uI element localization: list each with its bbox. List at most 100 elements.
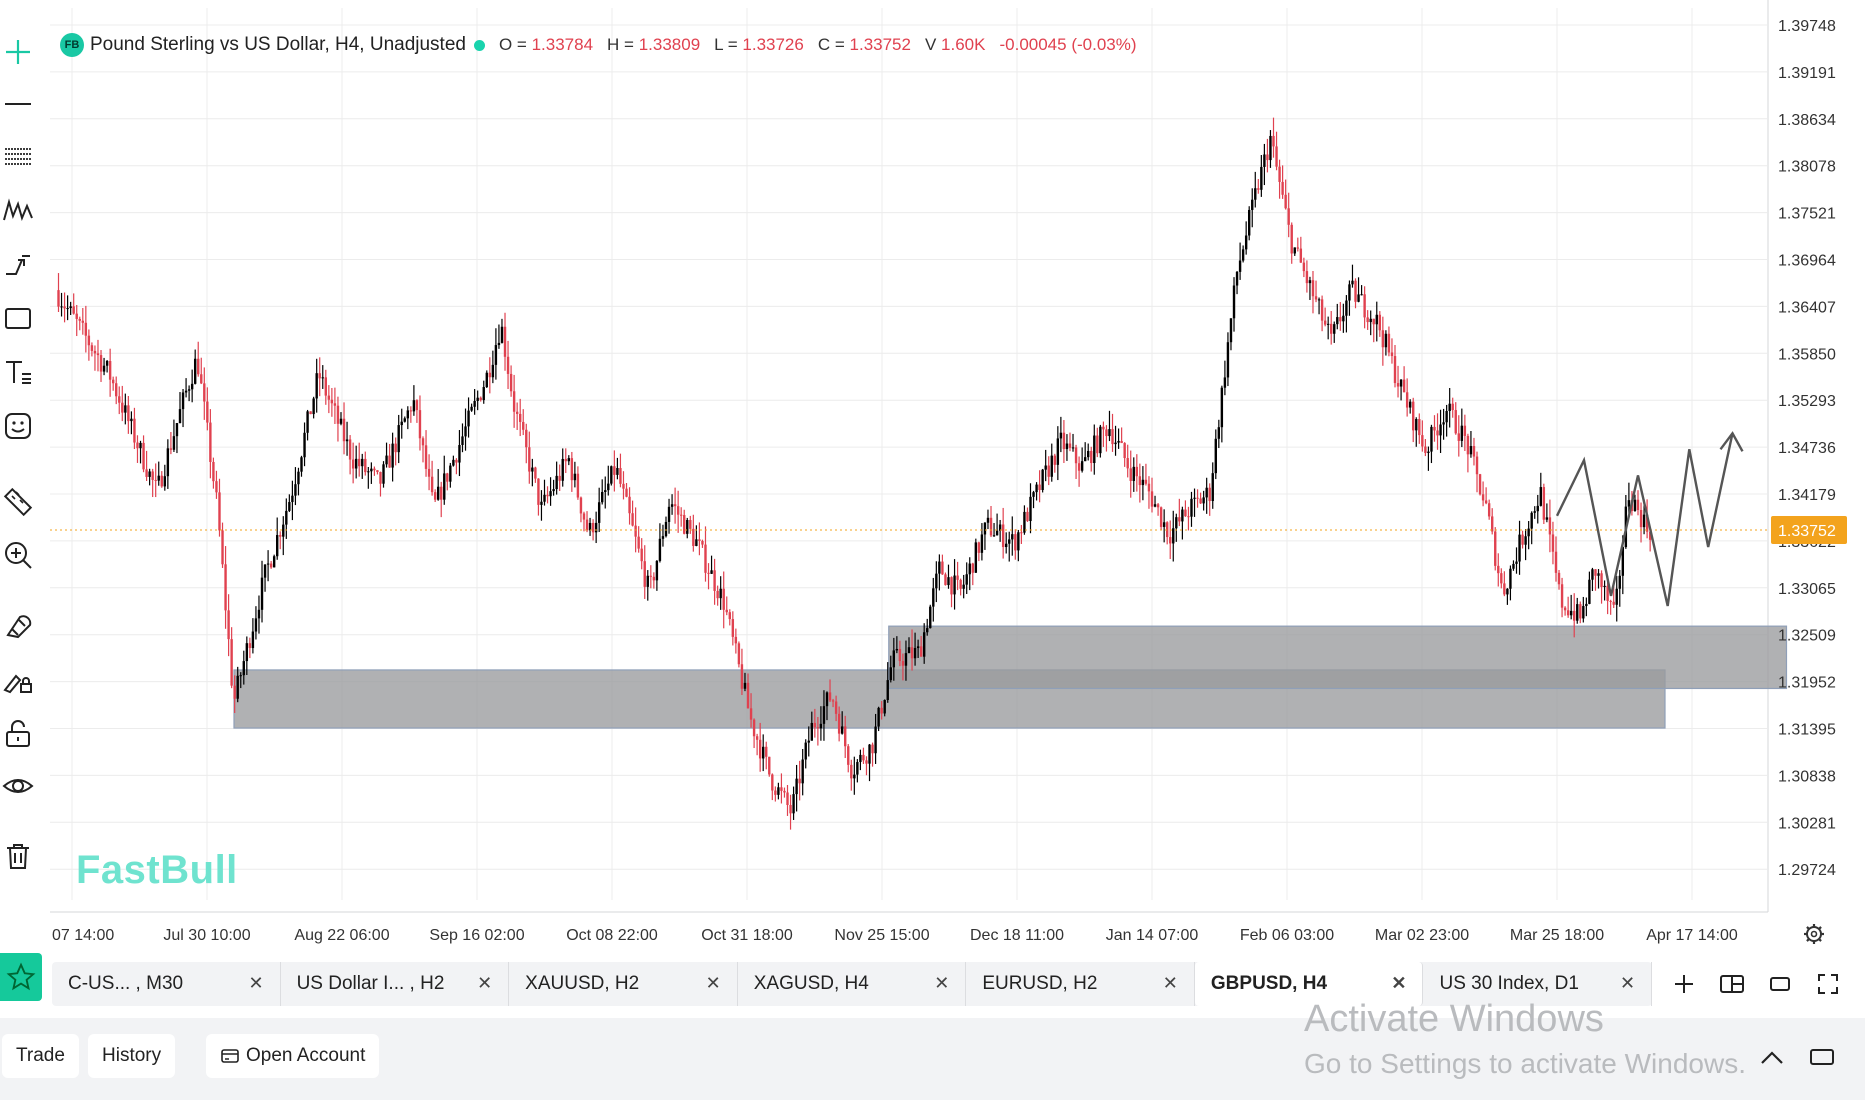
candle [519,398,522,437]
fib-lines-icon[interactable] [0,138,36,174]
trash-icon[interactable] [0,838,36,874]
tab-4[interactable]: EURUSD, H2 ✕ [966,962,1195,1006]
candle [1059,416,1063,453]
time-tick-label: Aug 22 06:00 [294,927,389,944]
price-tick-label: 1.38634 [1778,112,1836,129]
symbol-title[interactable]: Pound Sterling vs US Dollar, H4, Unadjus… [90,34,466,55]
candle [1618,569,1621,607]
chart-settings-gear-icon[interactable] [1804,924,1824,944]
candle [673,487,677,524]
pattern-icon[interactable] [0,192,36,228]
fullscreen-button[interactable] [1804,964,1852,1004]
close-icon[interactable]: ✕ [934,973,950,993]
candle [1172,510,1175,562]
candle [762,734,765,772]
open-account-button[interactable]: Open Account [206,1034,380,1078]
candle [998,519,1002,542]
add-tab-button[interactable] [1660,964,1708,1004]
close-icon[interactable]: ✕ [1619,973,1636,993]
price-chart[interactable]: 1.39748 1.39191 1.38634 1.38078 1.37521 1.369… [50,0,1865,950]
candle [1023,505,1026,535]
close-icon[interactable]: ✕ [248,973,264,993]
candle [175,422,179,454]
unlock-icon[interactable] [0,716,36,752]
lock-drawing-icon[interactable] [0,662,36,698]
trade-button[interactable]: Trade [2,1034,79,1078]
candle [309,411,312,415]
eye-icon[interactable] [0,768,36,804]
candle [391,432,394,482]
favorites-star-button[interactable] [0,953,42,1001]
candle [1594,569,1597,591]
candle [1506,588,1509,605]
candle [1062,420,1066,464]
close-icon[interactable]: ✕ [1162,973,1178,993]
time-tick-label: Apr 17 14:00 [1646,927,1738,944]
candle [1020,524,1023,544]
candle [1600,570,1603,604]
text-tool-icon[interactable] [0,354,36,390]
candle [1399,379,1403,401]
candle [1433,415,1436,442]
candle [1099,424,1102,458]
candle [1226,332,1230,387]
candle [1320,295,1324,332]
magnet-icon[interactable] [0,607,36,643]
candle [1557,569,1561,590]
candle [777,782,780,800]
candle [619,453,622,488]
candle [1387,326,1391,357]
history-button[interactable]: History [88,1034,176,1078]
candle [1333,321,1336,343]
candle [971,562,974,586]
candle [898,640,902,667]
candle [1442,408,1445,440]
horizontal-line-icon[interactable] [0,86,36,122]
candle [1144,463,1148,486]
candle [1141,466,1145,501]
candle [1238,242,1242,280]
candle [910,629,914,671]
crosshair-icon[interactable] [0,34,36,70]
projection-path[interactable] [1555,433,1734,607]
candle [1360,285,1363,296]
candle [212,457,215,489]
candle [242,650,245,685]
sticker-icon[interactable] [0,408,36,444]
candle [1296,237,1299,252]
upper-demand-zone[interactable] [888,625,1788,690]
current-price-tag: 1.33752 [1771,515,1847,544]
candle [1181,506,1184,540]
candle [953,559,956,610]
close-icon[interactable]: ✕ [1391,973,1407,993]
candle [1196,489,1199,508]
close-icon[interactable]: ✕ [477,973,493,993]
trend-tool-icon[interactable] [0,246,36,282]
tab-1[interactable]: US Dollar I... , H2 ✕ [281,962,510,1006]
price-tick-label: 1.31395 [1778,722,1836,739]
candle [351,442,355,484]
chart-area[interactable]: 1.39748 1.39191 1.38634 1.38078 1.37521 1.369… [50,0,1865,944]
rectangle-icon[interactable] [0,300,36,336]
candle [458,430,461,477]
ruler-icon[interactable] [0,484,36,520]
collapse-panel-button[interactable] [1752,1040,1792,1074]
tab-6[interactable]: US 30 Index, D1 ✕ [1423,962,1653,1006]
window-button[interactable] [1756,964,1804,1004]
price-tick-label: 1.29724 [1778,862,1836,879]
candle [96,339,100,372]
panel-window-button[interactable] [1802,1040,1842,1074]
candle [1284,179,1287,210]
candle [974,538,978,573]
legend-open: O = 1.33784 [498,35,594,54]
close-icon[interactable]: ✕ [705,973,721,993]
tab-2[interactable]: XAUUSD, H2 ✕ [509,962,738,1006]
layout-button[interactable] [1708,964,1756,1004]
tab-0[interactable]: C-US... , M30 ✕ [52,962,281,1006]
tab-5[interactable]: GBPUSD, H4 ✕ [1194,962,1424,1006]
tab-3[interactable]: XAGUSD, H4 ✕ [738,962,967,1006]
candle [1208,483,1211,516]
zoom-in-icon[interactable] [0,537,36,573]
candle [279,531,282,550]
candle [1454,402,1457,435]
